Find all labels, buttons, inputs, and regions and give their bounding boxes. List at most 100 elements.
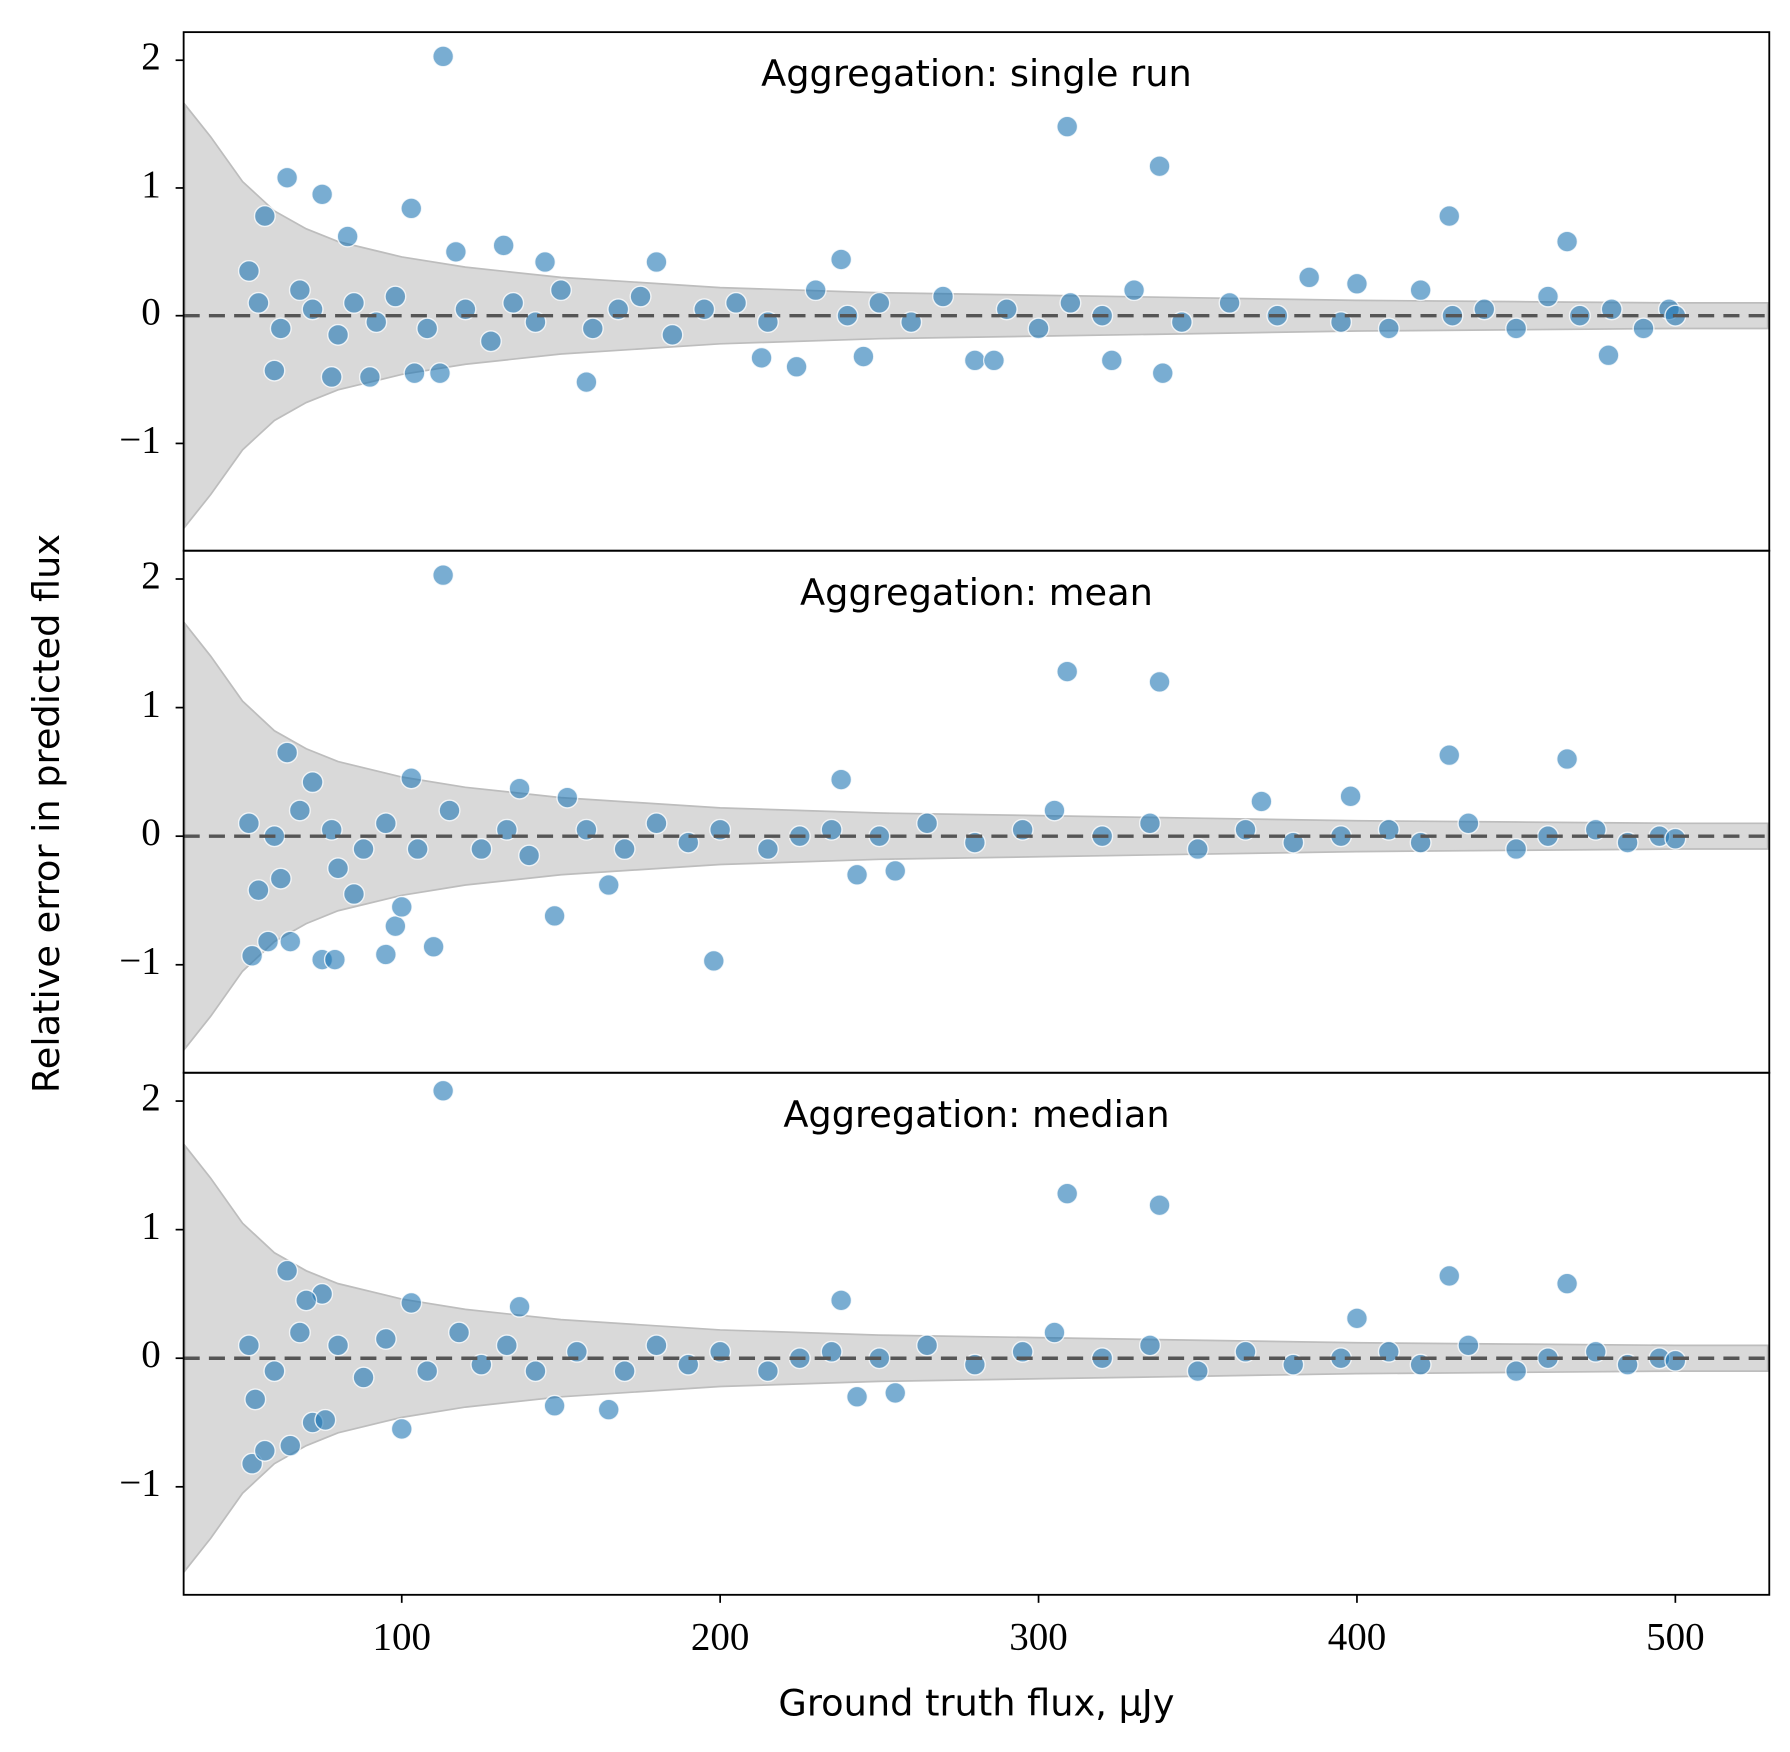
point <box>1556 230 1579 253</box>
point <box>916 812 939 835</box>
point <box>1438 744 1461 767</box>
point <box>982 349 1005 372</box>
point <box>613 1360 636 1383</box>
point <box>253 205 276 228</box>
point <box>288 1321 311 1344</box>
point <box>1218 291 1241 314</box>
point <box>438 799 461 822</box>
point <box>470 838 493 861</box>
point <box>534 251 557 274</box>
point <box>1027 317 1050 340</box>
point <box>400 197 423 220</box>
point <box>575 371 598 394</box>
point <box>295 1289 318 1312</box>
point <box>237 1334 260 1357</box>
point <box>1438 1264 1461 1287</box>
point <box>1632 317 1655 340</box>
point <box>1377 317 1400 340</box>
point <box>448 1321 471 1344</box>
y-tick-label: 1 <box>141 683 161 726</box>
point <box>1059 291 1082 314</box>
point <box>1597 344 1620 367</box>
point <box>1123 279 1146 302</box>
point <box>416 1360 439 1383</box>
panel <box>183 1079 1770 1573</box>
point <box>830 1289 853 1312</box>
point <box>342 883 366 906</box>
point <box>1043 1321 1066 1344</box>
point <box>868 291 891 314</box>
point <box>1148 155 1171 178</box>
point <box>932 285 955 308</box>
x-tick-label: 200 <box>691 1616 750 1659</box>
x-tick-label: 300 <box>1009 1616 1068 1659</box>
y-tick-label: 0 <box>141 291 161 334</box>
point <box>400 1291 423 1314</box>
point <box>508 777 531 800</box>
y-tick-label: 2 <box>141 35 161 78</box>
point <box>852 345 875 368</box>
point <box>830 768 853 791</box>
point <box>263 1360 286 1383</box>
point <box>756 1360 779 1383</box>
point <box>276 166 299 189</box>
point <box>1043 799 1066 822</box>
point <box>311 183 334 206</box>
point <box>247 291 270 314</box>
point <box>336 225 359 248</box>
point <box>629 285 652 308</box>
point <box>1056 1182 1079 1205</box>
x-tick-label: 100 <box>372 1616 431 1659</box>
point <box>785 355 808 378</box>
point <box>1345 272 1368 295</box>
point <box>400 767 423 790</box>
point <box>253 1439 276 1462</box>
y-tick-label: 1 <box>141 163 161 206</box>
point <box>1250 790 1273 813</box>
point <box>916 1334 939 1357</box>
point <box>1345 1307 1368 1330</box>
point <box>327 323 350 346</box>
point <box>314 1408 337 1431</box>
y-tick-label: −1 <box>119 1462 161 1505</box>
point <box>279 1434 302 1457</box>
point <box>342 291 366 314</box>
point <box>884 859 907 882</box>
point <box>263 359 286 382</box>
point <box>1505 1360 1528 1383</box>
point <box>549 279 572 302</box>
panel-title: Aggregation: median <box>783 1093 1169 1136</box>
panel <box>183 45 1770 529</box>
point <box>444 240 467 263</box>
point <box>645 812 668 835</box>
point <box>830 248 853 271</box>
y-tick-label: 0 <box>141 1333 161 1376</box>
frame <box>182 1071 1771 1596</box>
point <box>1505 838 1528 861</box>
point <box>390 895 413 918</box>
point <box>327 857 350 880</box>
point <box>543 1394 566 1417</box>
point <box>1556 1272 1579 1295</box>
point <box>502 291 525 314</box>
point <box>416 317 439 340</box>
x-tick-label: 500 <box>1646 1616 1705 1659</box>
point <box>358 365 381 389</box>
point <box>432 45 455 68</box>
point <box>269 317 292 340</box>
point <box>1138 812 1162 835</box>
panel-title: Aggregation: single run <box>761 52 1192 95</box>
point <box>403 362 426 385</box>
point <box>432 564 455 587</box>
point <box>702 949 725 972</box>
point <box>492 234 515 257</box>
point <box>1339 785 1362 808</box>
point <box>884 1381 907 1404</box>
point <box>1457 812 1480 835</box>
point <box>524 1360 547 1383</box>
point <box>374 812 397 835</box>
point <box>276 1259 299 1282</box>
point <box>390 1417 413 1440</box>
point <box>320 365 343 389</box>
